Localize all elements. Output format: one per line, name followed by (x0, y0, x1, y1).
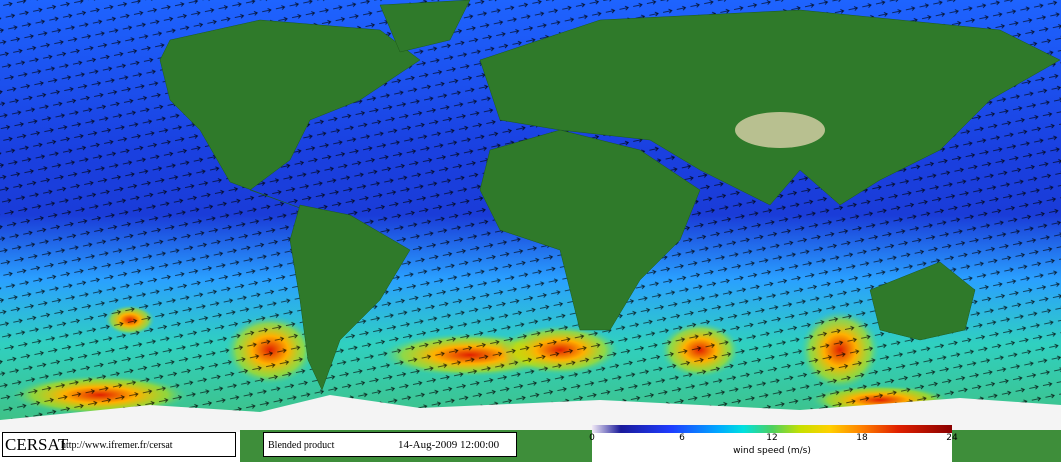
antarctica (0, 395, 1061, 432)
colorbar-tick: 0 (589, 433, 595, 443)
colorbar-tick: 18 (856, 433, 868, 443)
colorbar-tick: 6 (679, 433, 685, 443)
url: http://www.ifremer.fr/cersat (61, 440, 173, 451)
colorbar-tick: 24 (946, 433, 958, 443)
logo: CERSAT (5, 435, 69, 454)
colorbar (592, 425, 952, 433)
land (159, 0, 1061, 391)
date: 14-Aug-2009 12:00:00 (398, 439, 500, 451)
colorbar-panel (592, 432, 952, 462)
product-box: Blended product 14-Aug-2009 12:00:00 (263, 432, 517, 457)
product: Blended product (268, 440, 335, 451)
colorbar-tick: 12 (766, 433, 778, 443)
logo-box: CERSAT http://www.ifremer.fr/cersat (2, 432, 236, 457)
colorbar-label: wind speed (m/s) (733, 446, 811, 456)
